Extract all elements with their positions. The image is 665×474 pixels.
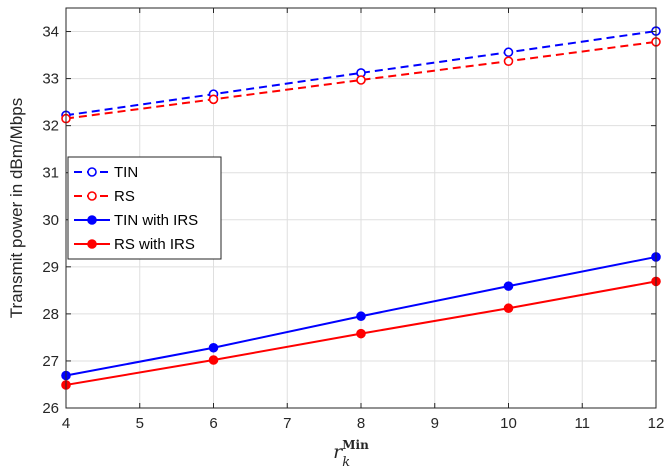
- series-layer: [61, 26, 661, 390]
- x-tick-label: 11: [574, 415, 590, 432]
- legend-entry: TIN with IRS: [74, 212, 198, 229]
- data-point: [503, 47, 514, 58]
- legend-label: RS: [114, 188, 135, 205]
- data-point: [356, 328, 366, 339]
- x-tick-label: 5: [136, 415, 144, 432]
- x-tick-label: 4: [62, 415, 70, 432]
- y-tick-label: 34: [42, 24, 59, 41]
- legend-label: TIN with IRS: [114, 212, 198, 229]
- legend-label: TIN: [114, 164, 138, 181]
- series-tin-with-irs: [61, 252, 661, 381]
- y-tick-label: 30: [42, 212, 59, 229]
- x-axis-label-base: r: [333, 441, 344, 463]
- y-axis-label: Transmit power in dBm/Mbps: [7, 98, 26, 318]
- x-tick-label: 6: [209, 415, 217, 432]
- legend-entry: TIN: [74, 164, 138, 181]
- data-point: [208, 342, 219, 353]
- x-axis-label: rMin k: [333, 438, 369, 470]
- data-point: [356, 75, 366, 85]
- legend-marker: [87, 191, 97, 201]
- legend-marker: [87, 239, 97, 249]
- x-tick-label: 8: [357, 415, 365, 432]
- y-tick-label: 27: [42, 353, 59, 370]
- data-point: [503, 281, 514, 291]
- legend-entry: RS with IRS: [74, 236, 195, 253]
- x-axis-ticks: 4 5 6 7 8 9 10 11 12: [62, 8, 665, 432]
- data-point: [208, 94, 219, 105]
- data-point: [208, 355, 219, 365]
- data-point: [503, 56, 514, 66]
- y-tick-label: 31: [42, 165, 59, 182]
- x-tick-label: 7: [283, 415, 291, 432]
- legend-entry: RS: [74, 188, 135, 205]
- x-tick-label: 12: [648, 415, 665, 432]
- x-axis-label-superscript: Min: [342, 438, 369, 452]
- data-point: [356, 311, 366, 322]
- series-line: [65, 40, 657, 120]
- x-tick-label: 9: [431, 415, 439, 432]
- legend: TIN RS TIN with IRS RS with IRS: [67, 156, 222, 260]
- y-tick-label: 26: [42, 400, 59, 417]
- y-tick-label: 29: [42, 259, 59, 276]
- y-tick-label: 33: [42, 71, 59, 88]
- y-tick-label: 32: [42, 118, 59, 135]
- data-point: [503, 303, 514, 314]
- legend-marker: [87, 167, 97, 177]
- y-tick-label: 28: [42, 306, 59, 323]
- legend-marker: [87, 215, 97, 225]
- series-line: [65, 30, 657, 117]
- legend-label: RS with IRS: [114, 236, 195, 253]
- y-axis-ticks: 26 27 28 29 30 31 32 33 34: [42, 24, 656, 417]
- x-tick-label: 10: [500, 415, 517, 432]
- x-axis-label-subscript: k: [342, 455, 350, 470]
